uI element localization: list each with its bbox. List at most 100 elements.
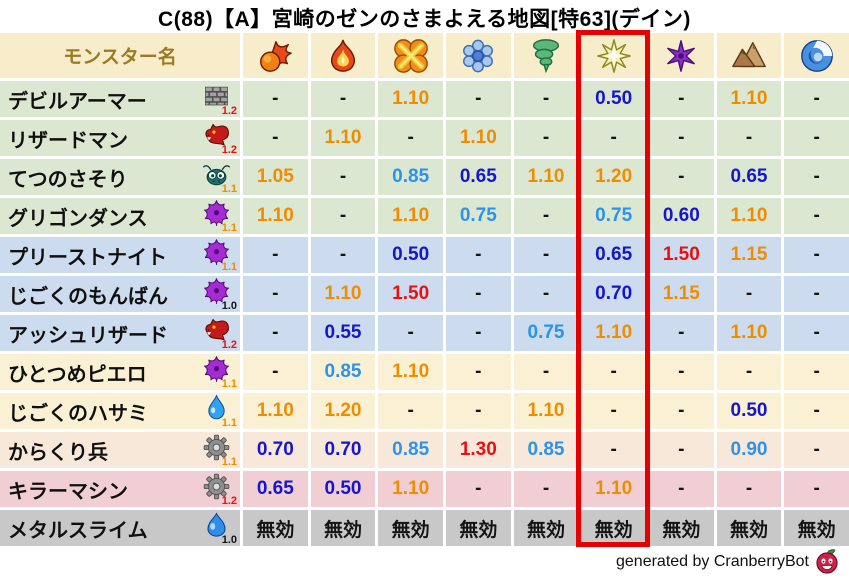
- multiplier-cell: 無効: [310, 510, 376, 546]
- multiplier-cell: -: [445, 276, 511, 312]
- multiplier-cell: 0.50: [310, 471, 376, 507]
- wave-icon-header-cell: [784, 33, 849, 78]
- waterdrop-icon: 1.1: [196, 393, 237, 429]
- credit-text: generated by CranberryBot: [616, 552, 809, 570]
- multiplier-cell: 無効: [648, 510, 714, 546]
- multiplier-cell: -: [378, 120, 443, 156]
- multiplier-cell: 無効: [784, 510, 849, 546]
- demon-icon: 1.0: [196, 276, 237, 312]
- multiplier-cell: -: [716, 120, 782, 156]
- multiplier-cell: -: [716, 276, 782, 312]
- mountain-icon: [730, 37, 768, 75]
- monster-name: アッシュリザード: [8, 324, 168, 347]
- multiplier-cell: 1.20: [310, 393, 376, 429]
- monster-name: メタルスライム: [8, 519, 148, 542]
- multiplier-cell: -: [648, 159, 714, 195]
- multiplier-cell: 0.75: [445, 198, 511, 234]
- fireball-icon-header-cell: [243, 33, 308, 78]
- multiplier-cell: 1.50: [648, 237, 714, 273]
- multiplier-cell: 1.50: [378, 276, 443, 312]
- gear-icon: 1.2: [196, 471, 237, 507]
- multiplier-cell: -: [784, 198, 849, 234]
- multiplier-cell: -: [513, 354, 579, 390]
- boost-multiplier: 1.1: [221, 417, 237, 429]
- multiplier-cell: 1.10: [581, 471, 646, 507]
- multiplier-cell: -: [243, 315, 308, 351]
- multiplier-cell: 無効: [378, 510, 443, 546]
- multiplier-cell: -: [513, 276, 579, 312]
- dragon-icon: 1.2: [196, 120, 237, 156]
- multiplier-cell: -: [243, 354, 308, 390]
- multiplier-cell: -: [513, 120, 579, 156]
- multiplier-cell: -: [513, 471, 579, 507]
- multiplier-cell: 0.70: [310, 432, 376, 468]
- multiplier-cell: 0.65: [581, 237, 646, 273]
- multiplier-cell: -: [310, 198, 376, 234]
- monster-name-cell: じごくのもんばん 1.0: [0, 276, 240, 312]
- multiplier-cell: -: [513, 81, 579, 117]
- multiplier-cell: -: [581, 432, 646, 468]
- monster-name-header: モンスター名: [0, 33, 240, 78]
- multiplier-cell: -: [716, 354, 782, 390]
- monster-name-cell: てつのさそり 1.1: [0, 159, 240, 195]
- multiplier-cell: -: [784, 237, 849, 273]
- multiplier-cell: -: [784, 432, 849, 468]
- bang-icon-header-cell: [378, 33, 443, 78]
- monster-name: プリーストナイト: [8, 246, 167, 269]
- multiplier-cell: -: [243, 237, 308, 273]
- multiplier-cell: 0.70: [243, 432, 308, 468]
- monster-name-cell: ひとつめピエロ 1.1: [0, 354, 240, 390]
- multiplier-cell: -: [784, 276, 849, 312]
- multiplier-cell: 1.10: [243, 198, 308, 234]
- multiplier-cell: 1.10: [513, 159, 579, 195]
- multiplier-cell: -: [243, 276, 308, 312]
- zap-icon: [595, 37, 633, 75]
- multiplier-cell: 1.20: [581, 159, 646, 195]
- multiplier-cell: -: [648, 120, 714, 156]
- zap-icon-header-cell: [581, 33, 646, 78]
- multiplier-cell: -: [445, 237, 511, 273]
- monster-name: リザードマン: [8, 129, 128, 152]
- multiplier-cell: -: [784, 159, 849, 195]
- multiplier-cell: -: [648, 315, 714, 351]
- multiplier-cell: -: [445, 81, 511, 117]
- multiplier-cell: 0.65: [243, 471, 308, 507]
- boost-multiplier: 1.2: [221, 144, 237, 156]
- pinwheel-icon: [662, 37, 700, 75]
- multiplier-cell: 1.10: [378, 198, 443, 234]
- multiplier-cell: -: [378, 393, 443, 429]
- pinwheel-icon-header-cell: [648, 33, 714, 78]
- boost-multiplier: 1.1: [221, 222, 237, 234]
- multiplier-cell: -: [648, 471, 714, 507]
- multiplier-cell: -: [445, 471, 511, 507]
- multiplier-cell: 無効: [581, 510, 646, 546]
- multiplier-cell: -: [581, 393, 646, 429]
- monster-name-cell: リザードマン 1.2: [0, 120, 240, 156]
- multiplier-cell: 1.10: [378, 81, 443, 117]
- multiplier-cell: -: [445, 393, 511, 429]
- multiplier-cell: 無効: [513, 510, 579, 546]
- multiplier-cell: -: [243, 81, 308, 117]
- multiplier-cell: -: [716, 471, 782, 507]
- scorpion-icon: 1.1: [196, 159, 237, 195]
- multiplier-cell: 0.85: [513, 432, 579, 468]
- tornado-icon: [527, 37, 565, 75]
- boost-multiplier: 1.1: [221, 378, 237, 390]
- multiplier-cell: -: [784, 393, 849, 429]
- multiplier-cell: -: [310, 81, 376, 117]
- multiplier-cell: -: [784, 81, 849, 117]
- multiplier-cell: -: [784, 354, 849, 390]
- multiplier-cell: 0.90: [716, 432, 782, 468]
- flame-icon-header-cell: [310, 33, 376, 78]
- multiplier-cell: -: [310, 159, 376, 195]
- multiplier-cell: -: [310, 237, 376, 273]
- multiplier-cell: 1.10: [716, 198, 782, 234]
- tornado-icon-header-cell: [513, 33, 579, 78]
- multiplier-cell: 0.50: [378, 237, 443, 273]
- monster-name: じごくのハサミ: [8, 402, 148, 425]
- multiplier-cell: 1.10: [310, 276, 376, 312]
- demon-icon: 1.1: [196, 237, 237, 273]
- flame-icon: [324, 37, 362, 75]
- gear-icon: 1.1: [196, 432, 237, 468]
- boost-multiplier: 1.2: [221, 339, 237, 351]
